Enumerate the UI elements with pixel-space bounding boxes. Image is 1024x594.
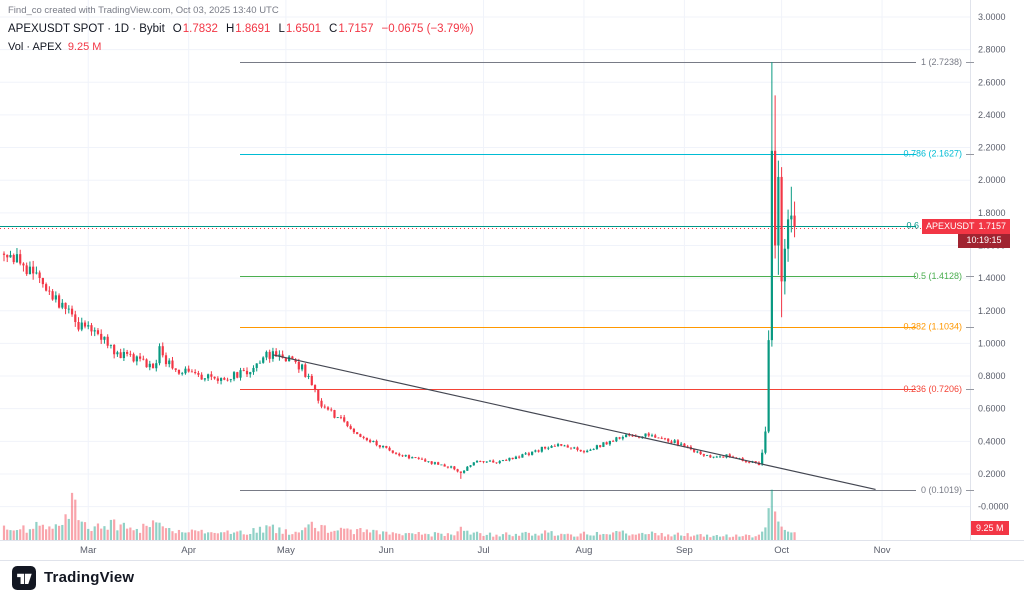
price-axis-label: 3.0000 xyxy=(978,12,1006,22)
price-axis-label: 1.8000 xyxy=(978,208,1006,218)
time-axis-label: May xyxy=(277,545,295,556)
candles xyxy=(2,62,796,479)
fib-label-0.5: 0.5 (1.4128) xyxy=(913,271,962,281)
descending-trendline[interactable] xyxy=(272,354,876,491)
tradingview-logo-icon xyxy=(12,565,36,590)
time-axis-label: Apr xyxy=(181,545,196,556)
time-axis-label: Aug xyxy=(576,545,593,556)
time-axis-label: Nov xyxy=(874,545,891,556)
tradingview-logo-link[interactable]: TradingView xyxy=(12,565,135,590)
price-chart-canvas[interactable]: 3.0000 2.8000 2.6000 2.4000 2.2000 2.0000 1.80… xyxy=(0,0,1024,560)
price-axis-label: 2.6000 xyxy=(978,77,1006,87)
volume-bars xyxy=(2,489,796,540)
time-axis-label: Jul xyxy=(477,545,489,556)
fib-label-0.786: 0.786 (2.1627) xyxy=(903,149,962,159)
price-axis-label: 2.8000 xyxy=(978,45,1006,55)
footer-bar: TradingView xyxy=(0,560,1024,594)
badge-symbol: APEXUSDT xyxy=(926,221,975,231)
chart-area[interactable]: 3.0000 2.8000 2.6000 2.4000 2.2000 2.0000 1.80… xyxy=(0,0,1024,560)
fib-label-1: 1 (2.7238) xyxy=(921,57,962,67)
time-axis-label: Oct xyxy=(774,545,789,556)
time-axis-label: Mar xyxy=(80,545,96,556)
brand-name: TradingView xyxy=(44,569,135,586)
price-axis-label: 0.6000 xyxy=(978,404,1006,414)
price-axis-label: 0.8000 xyxy=(978,371,1006,381)
price-axis-label: 1.4000 xyxy=(978,273,1006,283)
fib-label-0.382: 0.382 (1.1034) xyxy=(903,322,962,332)
price-axis-label: 1.0000 xyxy=(978,338,1006,348)
time-axis[interactable] xyxy=(0,541,970,560)
price-axis-label: 0.4000 xyxy=(978,436,1006,446)
time-axis-label: Jun xyxy=(379,545,394,556)
fib-label-0.236: 0.236 (0.7206) xyxy=(903,384,962,394)
time-axis-label: Sep xyxy=(676,545,693,556)
fib-label-0: 0 (0.1019) xyxy=(921,485,962,495)
price-axis-label: 1.2000 xyxy=(978,306,1006,316)
price-axis-label: 0.2000 xyxy=(978,469,1006,479)
fib-label-0.618: 0.6 xyxy=(906,221,919,231)
price-axis[interactable] xyxy=(970,0,1024,560)
badge-price: 1.7157 xyxy=(978,221,1006,231)
volume-axis-badge: 9.25 M xyxy=(971,521,1009,535)
price-axis-badge: APEXUSDT 1.7157 10:19:15 xyxy=(922,219,1010,248)
price-axis-label: 2.4000 xyxy=(978,110,1006,120)
price-axis-label: 2.0000 xyxy=(978,175,1006,185)
price-axis-label: 2.2000 xyxy=(978,143,1006,153)
price-axis-label: -0.0000 xyxy=(978,502,1009,512)
badge-countdown: 10:19:15 xyxy=(958,234,1010,248)
